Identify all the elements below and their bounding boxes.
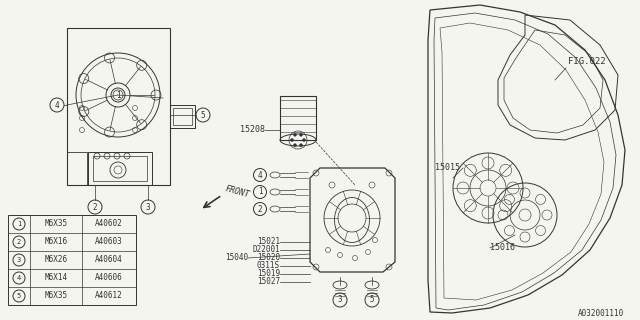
Text: 3: 3	[338, 295, 342, 305]
Text: 0311S: 0311S	[257, 261, 280, 270]
Circle shape	[291, 139, 294, 141]
Text: M6X16: M6X16	[44, 237, 68, 246]
Text: 5: 5	[17, 293, 21, 299]
Text: A40612: A40612	[95, 292, 123, 300]
Text: 15015: 15015	[435, 164, 460, 172]
Text: 4: 4	[17, 275, 21, 281]
Text: 3: 3	[17, 257, 21, 263]
Text: FIG.022: FIG.022	[568, 58, 605, 67]
Text: D22001: D22001	[252, 245, 280, 254]
Text: 15027: 15027	[257, 277, 280, 286]
Text: 2: 2	[258, 204, 262, 213]
Text: 15040: 15040	[225, 253, 248, 262]
Text: M6X14: M6X14	[44, 274, 68, 283]
Text: 1: 1	[116, 91, 120, 100]
Text: 15021: 15021	[257, 237, 280, 246]
Circle shape	[300, 133, 303, 136]
Text: A40603: A40603	[95, 237, 123, 246]
Text: 15208: 15208	[240, 125, 265, 134]
Text: 15019: 15019	[257, 269, 280, 278]
Text: 2: 2	[17, 239, 21, 245]
Text: M6X35: M6X35	[44, 292, 68, 300]
Text: A40602: A40602	[95, 220, 123, 228]
Text: M6X26: M6X26	[44, 255, 68, 265]
Text: 1: 1	[17, 221, 21, 227]
Circle shape	[294, 144, 296, 147]
Text: 1: 1	[258, 188, 262, 196]
Text: 4: 4	[258, 171, 262, 180]
Text: A40604: A40604	[95, 255, 123, 265]
Text: 3: 3	[146, 203, 150, 212]
Text: M6X35: M6X35	[44, 220, 68, 228]
Text: A40606: A40606	[95, 274, 123, 283]
Text: 5: 5	[201, 110, 205, 119]
Bar	[8, 215, 136, 305]
Text: 2: 2	[93, 203, 97, 212]
Text: 5: 5	[370, 295, 374, 305]
Circle shape	[300, 144, 303, 147]
Text: 4: 4	[54, 100, 60, 109]
Text: 15020: 15020	[257, 253, 280, 262]
Text: A032001110: A032001110	[578, 308, 624, 317]
Circle shape	[294, 133, 296, 136]
Text: FRONT: FRONT	[224, 184, 250, 200]
Text: 15016: 15016	[490, 244, 515, 252]
Circle shape	[303, 139, 305, 141]
